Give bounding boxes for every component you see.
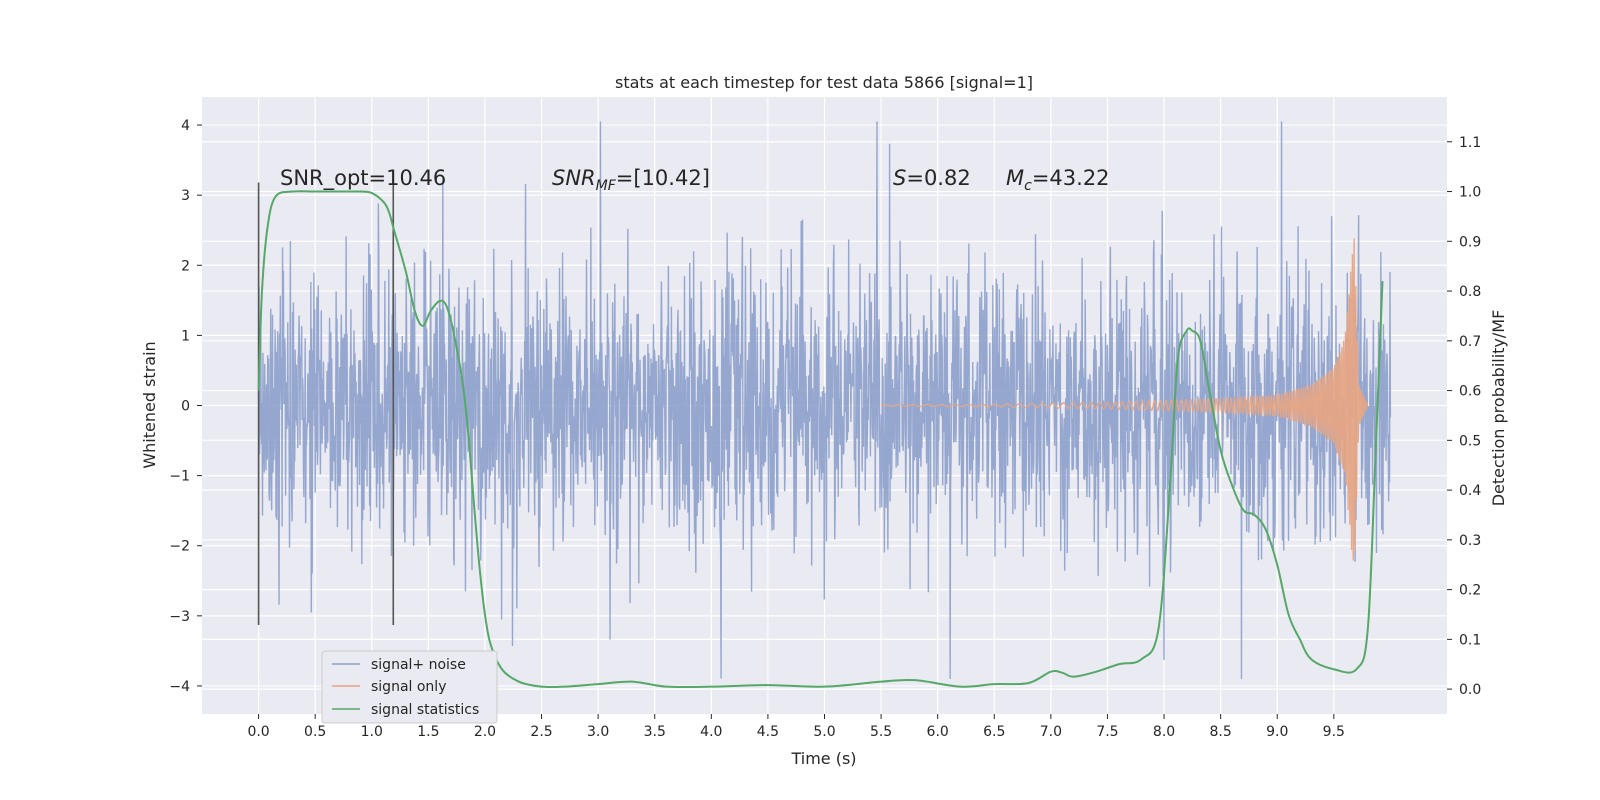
- x-tick-label: 1.5: [417, 724, 439, 740]
- x-tick-label: 1.0: [361, 724, 383, 740]
- y-right-tick-label: 0.3: [1459, 533, 1481, 549]
- annotation-mc-symbol: M: [1006, 166, 1024, 190]
- chart-title: stats at each timestep for test data 586…: [615, 73, 1033, 92]
- y-tick-label: 2: [181, 258, 190, 274]
- y-tick-label: −3: [169, 609, 190, 625]
- y-right-ticks: 1.1 1.0 0.9 0.8 0.7 0.6 0.5 0.4 0.3 0.2 0.1 0.0: [1447, 135, 1481, 698]
- x-tick-label: 5.5: [870, 724, 892, 740]
- legend: signal+ noise signal only signal statist…: [321, 650, 498, 724]
- x-tick-label: 2.5: [530, 724, 552, 740]
- annotation-mc-subscript: c: [1024, 178, 1032, 194]
- x-tick-label: 0.0: [247, 724, 269, 740]
- y-right-axis-title: Detection probability/MF: [1489, 310, 1508, 507]
- y-right-tick-label: 0.0: [1459, 682, 1481, 698]
- signal-statistics-line: [257, 190, 1384, 689]
- y-tick-label: 1: [181, 328, 190, 344]
- annotation-snr-mf-symbol: SNR: [552, 166, 596, 190]
- y-right-tick-label: 0.7: [1459, 334, 1481, 350]
- y-tick-label: 4: [181, 118, 190, 134]
- annotation-mc-value: =43.22: [1032, 166, 1110, 190]
- legend-label-signal-only: signal only: [371, 679, 446, 695]
- y-ticks: 4 3 2 1 0 −1 −2 −3 −4: [169, 118, 202, 695]
- y-tick-label: 3: [181, 188, 190, 204]
- signal-statistics-series: [257, 190, 1384, 689]
- x-tick-label: 2.0: [474, 724, 496, 740]
- y-right-tick-label: 0.6: [1459, 384, 1481, 400]
- annotation-snr-mf: SNRMF=[10.42]: [552, 166, 710, 194]
- signal-only-line: [880, 238, 1369, 561]
- x-tick-label: 3.5: [644, 724, 666, 740]
- legend-label-signal-statistics: signal statistics: [371, 702, 479, 718]
- y-right-tick-label: 0.9: [1459, 234, 1481, 250]
- x-tick-label: 3.0: [587, 724, 609, 740]
- x-tick-label: 6.5: [983, 724, 1005, 740]
- y-axis-title: Whitened strain: [140, 341, 159, 468]
- x-tick-label: 5.0: [813, 724, 835, 740]
- window-markers: [257, 182, 395, 625]
- y-right-tick-label: 0.1: [1459, 632, 1481, 648]
- x-tick-label: 8.0: [1153, 724, 1175, 740]
- x-tick-label: 9.5: [1323, 724, 1345, 740]
- signal-noise-line: [257, 121, 1392, 679]
- x-tick-label: 4.5: [757, 724, 779, 740]
- x-tick-label: 6.0: [927, 724, 949, 740]
- annotation-snr-opt: SNR_opt=10.46: [280, 166, 446, 191]
- y-right-tick-label: 1.1: [1459, 135, 1481, 151]
- annotation-s: S=0.82: [893, 166, 971, 190]
- x-tick-label: 7.0: [1040, 724, 1062, 740]
- y-right-tick-label: 0.4: [1459, 483, 1481, 499]
- y-right-tick-label: 0.2: [1459, 583, 1481, 599]
- annotation-snr-mf-subscript: MF: [596, 178, 617, 194]
- annotation-s-symbol: S: [893, 166, 906, 190]
- y-tick-label: −2: [169, 539, 190, 555]
- signal-only-series: [880, 238, 1369, 561]
- legend-label-signal-noise: signal+ noise: [371, 657, 466, 673]
- y-tick-label: −1: [169, 469, 190, 485]
- legend-box: [321, 650, 498, 724]
- y-right-tick-label: 0.8: [1459, 284, 1481, 300]
- y-right-tick-label: 0.5: [1459, 433, 1481, 449]
- x-tick-label: 4.0: [700, 724, 722, 740]
- annotation-snr-mf-value: =[10.42]: [616, 166, 710, 190]
- annotation-s-value: =0.82: [906, 166, 970, 190]
- x-ticks: 0.0 0.5 1.0 1.5 2.0 2.5 3.0 3.5 4.0 4.5 5.0 5.5 6.0 6…: [247, 714, 1345, 740]
- y-tick-label: −4: [169, 679, 190, 695]
- x-tick-label: 8.5: [1210, 724, 1232, 740]
- x-tick-label: 9.0: [1266, 724, 1288, 740]
- signal-noise-series: [257, 121, 1392, 679]
- grid-y: [202, 124, 1447, 690]
- x-axis-title: Time (s): [790, 749, 856, 768]
- x-tick-label: 7.5: [1096, 724, 1118, 740]
- y-right-tick-label: 1.0: [1459, 185, 1481, 201]
- x-tick-label: 0.5: [304, 724, 326, 740]
- annotation-mc: Mc=43.22: [1006, 166, 1110, 194]
- y-tick-label: 0: [181, 399, 190, 415]
